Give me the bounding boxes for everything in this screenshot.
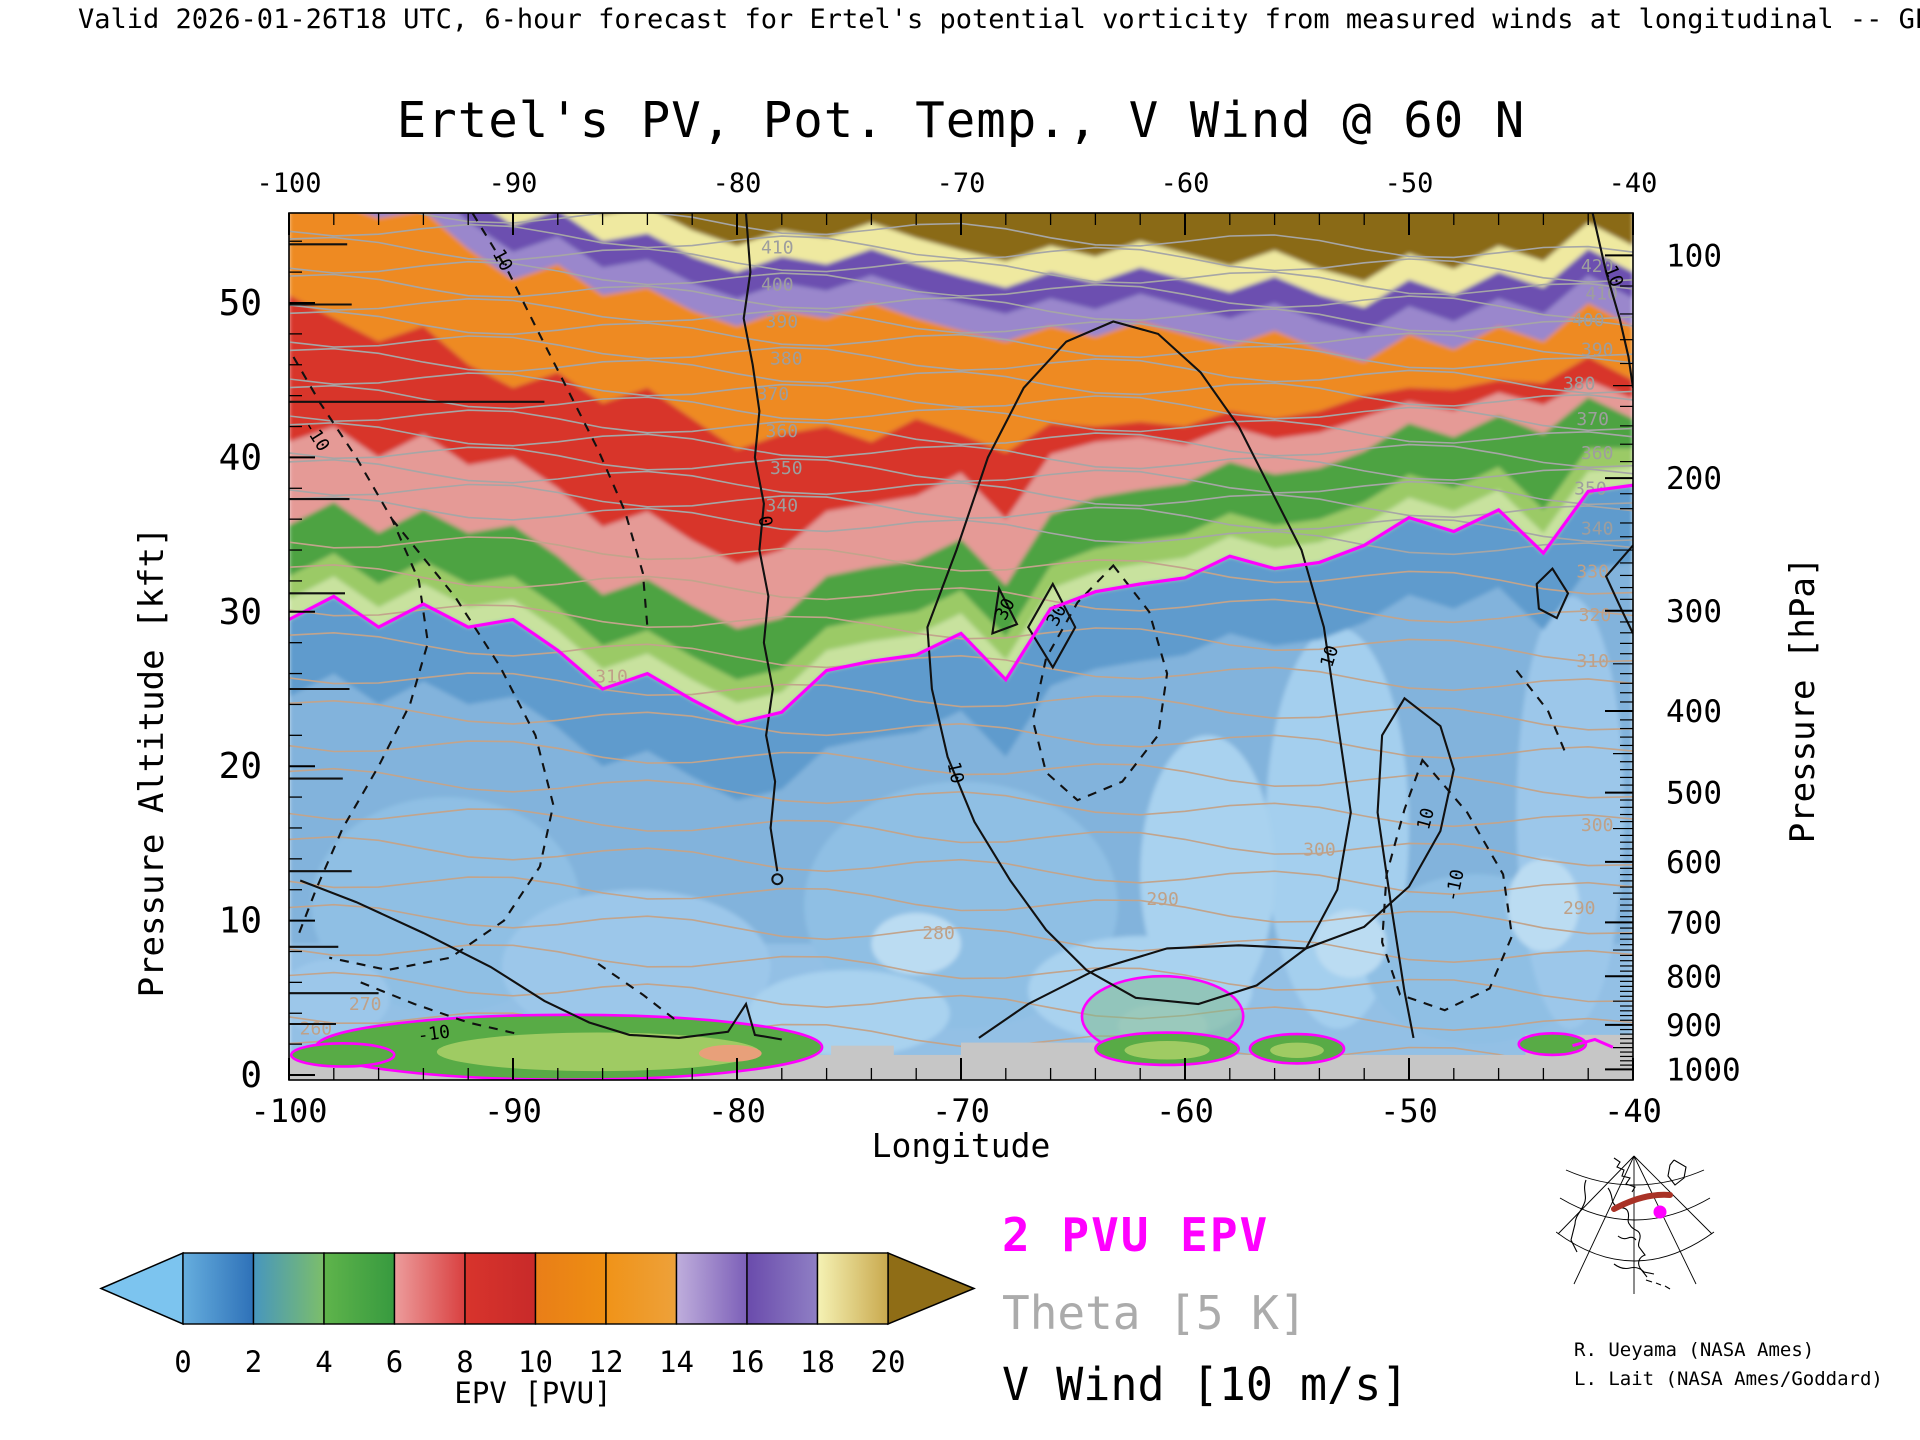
svg-text:400: 400 bbox=[761, 274, 794, 295]
svg-text:0: 0 bbox=[174, 1345, 191, 1379]
svg-text:360: 360 bbox=[766, 421, 799, 442]
svg-text:370: 370 bbox=[1576, 409, 1609, 430]
cross-section-track bbox=[1611, 1191, 1673, 1212]
svg-text:270: 270 bbox=[349, 994, 382, 1015]
svg-text:500: 500 bbox=[1666, 776, 1722, 812]
svg-text:300: 300 bbox=[1303, 840, 1336, 861]
svg-text:-50: -50 bbox=[1380, 1092, 1438, 1130]
svg-text:800: 800 bbox=[1666, 959, 1722, 995]
y-axis-title-left: Pressure Altitude [kft] bbox=[132, 526, 172, 998]
svg-text:380: 380 bbox=[770, 349, 803, 370]
svg-text:410: 410 bbox=[1585, 284, 1618, 305]
validity-header: Valid 2026-01-26T18 UTC, 6-hour forecast… bbox=[78, 4, 1920, 35]
legend-v-wind: V Wind [10 m/s] bbox=[1002, 1358, 1409, 1411]
svg-text:390: 390 bbox=[1581, 339, 1614, 360]
svg-text:340: 340 bbox=[1581, 518, 1614, 539]
svg-text:360: 360 bbox=[1581, 443, 1614, 464]
credit-line-1: R. Ueyama (NASA Ames) bbox=[1574, 1339, 1815, 1361]
svg-text:-10: -10 bbox=[416, 1021, 451, 1046]
svg-text:-80: -80 bbox=[708, 1092, 766, 1130]
svg-text:1000: 1000 bbox=[1666, 1052, 1741, 1088]
svg-text:-100: -100 bbox=[250, 1092, 327, 1130]
colorbar-label: EPV [PVU] bbox=[454, 1376, 612, 1410]
svg-text:18: 18 bbox=[800, 1345, 835, 1379]
svg-text:900: 900 bbox=[1666, 1008, 1722, 1044]
svg-text:0: 0 bbox=[754, 514, 777, 528]
svg-text:4: 4 bbox=[315, 1345, 332, 1379]
svg-text:700: 700 bbox=[1666, 905, 1722, 941]
location-marker bbox=[1653, 1205, 1667, 1219]
svg-text:8: 8 bbox=[456, 1345, 473, 1379]
map-inset bbox=[1556, 1155, 1715, 1294]
svg-text:-40: -40 bbox=[1609, 168, 1658, 199]
svg-text:16: 16 bbox=[730, 1345, 765, 1379]
credit-line-2: L. Lait (NASA Ames/Goddard) bbox=[1574, 1368, 1883, 1390]
legend-theta: Theta [5 K] bbox=[1002, 1286, 1307, 1340]
svg-text:290: 290 bbox=[1146, 889, 1179, 910]
svg-text:-70: -70 bbox=[937, 168, 986, 199]
svg-text:-60: -60 bbox=[1156, 1092, 1214, 1130]
page-title: Ertel's PV, Pot. Temp., V Wind @ 60 N bbox=[396, 92, 1526, 149]
svg-text:390: 390 bbox=[766, 312, 799, 333]
svg-text:300: 300 bbox=[1581, 815, 1614, 836]
svg-text:6: 6 bbox=[386, 1345, 403, 1379]
legend-2pvu-epv: 2 PVU EPV bbox=[1002, 1208, 1270, 1262]
svg-text:20: 20 bbox=[219, 746, 262, 787]
svg-text:-100: -100 bbox=[256, 168, 321, 199]
svg-text:340: 340 bbox=[766, 495, 799, 516]
svg-text:280: 280 bbox=[922, 923, 955, 944]
svg-text:330: 330 bbox=[1576, 562, 1609, 583]
axes-and-colorbar: -100-100-90-90-80-80-70-70-60-60-50-50-4… bbox=[99, 168, 1741, 1379]
svg-text:10: 10 bbox=[219, 901, 262, 942]
svg-text:14: 14 bbox=[659, 1345, 694, 1379]
svg-text:50: 50 bbox=[219, 283, 262, 324]
svg-text:40: 40 bbox=[219, 437, 262, 478]
svg-text:-70: -70 bbox=[932, 1092, 990, 1130]
svg-text:290: 290 bbox=[1563, 898, 1596, 919]
svg-text:370: 370 bbox=[757, 384, 790, 405]
svg-text:30: 30 bbox=[219, 592, 262, 633]
svg-text:-60: -60 bbox=[1161, 168, 1210, 199]
svg-text:350: 350 bbox=[1574, 478, 1607, 499]
svg-text:-90: -90 bbox=[489, 168, 538, 199]
svg-text:100: 100 bbox=[1666, 238, 1722, 274]
svg-text:410: 410 bbox=[761, 237, 794, 258]
svg-text:-50: -50 bbox=[1385, 168, 1434, 199]
svg-text:320: 320 bbox=[1579, 605, 1612, 626]
x-axis-title: Longitude bbox=[871, 1126, 1051, 1165]
svg-text:-90: -90 bbox=[484, 1092, 542, 1130]
svg-text:600: 600 bbox=[1666, 845, 1722, 881]
svg-text:400: 400 bbox=[1572, 310, 1605, 331]
map-coastlines bbox=[1570, 1157, 1687, 1290]
svg-text:10: 10 bbox=[943, 760, 968, 786]
credits: R. Ueyama (NASA Ames) L. Lait (NASA Ames… bbox=[1574, 1336, 1883, 1394]
svg-text:0: 0 bbox=[240, 1055, 262, 1096]
svg-text:-40: -40 bbox=[1604, 1092, 1662, 1130]
y-axis-title-right: Pressure [hPa] bbox=[1783, 556, 1823, 844]
svg-text:300: 300 bbox=[1666, 594, 1722, 630]
svg-text:20: 20 bbox=[871, 1345, 906, 1379]
svg-text:400: 400 bbox=[1666, 694, 1722, 730]
svg-text:350: 350 bbox=[770, 458, 803, 479]
svg-text:2: 2 bbox=[245, 1345, 262, 1379]
svg-text:200: 200 bbox=[1666, 461, 1722, 497]
svg-text:10: 10 bbox=[518, 1345, 553, 1379]
svg-text:310: 310 bbox=[1576, 651, 1609, 672]
svg-text:12: 12 bbox=[589, 1345, 624, 1379]
svg-text:-80: -80 bbox=[713, 168, 762, 199]
svg-text:380: 380 bbox=[1563, 373, 1596, 394]
map-graticule bbox=[1556, 1155, 1715, 1294]
